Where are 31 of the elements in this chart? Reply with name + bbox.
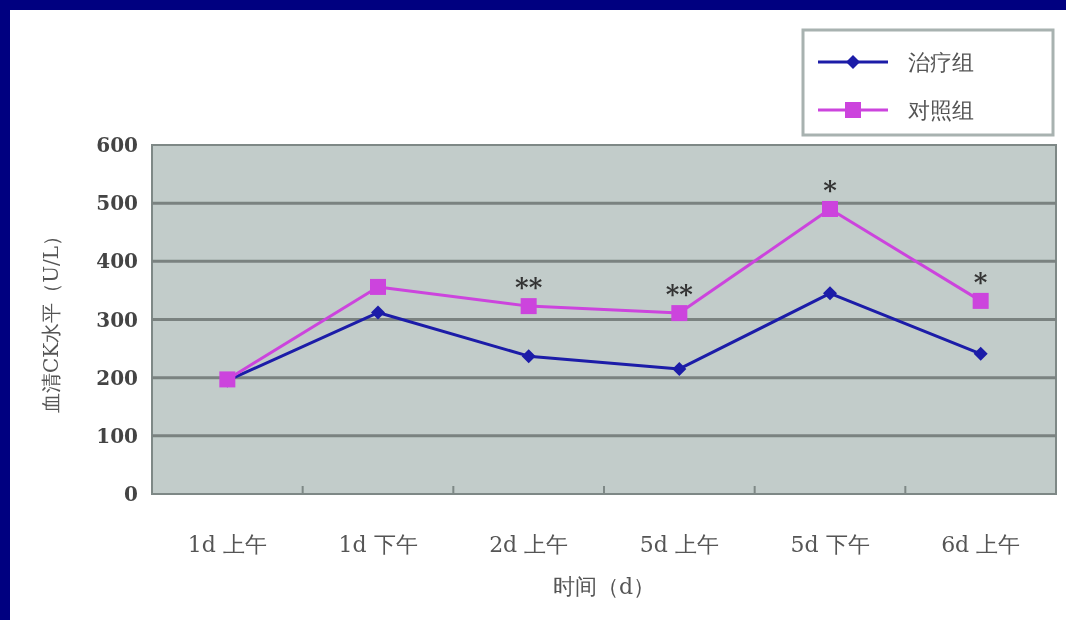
point [972, 292, 989, 309]
y-axis-title: 血清CK水平（U/L） [39, 225, 63, 414]
x-tick-label: 5d 上午 [639, 532, 719, 557]
point [671, 305, 688, 322]
point [973, 346, 988, 361]
point [371, 305, 385, 320]
x-tick-label: 1d 上午 [187, 532, 267, 557]
x-axis-title: 时间（d） [552, 574, 656, 599]
y-tick-label: 400 [96, 249, 138, 274]
annotation: ** [665, 279, 694, 310]
legend-label: 对照组 [908, 98, 974, 123]
annotation: * [973, 266, 988, 297]
x-tick-label: 1d 下午 [338, 532, 418, 557]
y-tick-label: 600 [96, 133, 138, 157]
y-tick-label: 500 [96, 191, 138, 216]
legend-label: 治疗组 [908, 50, 974, 75]
y-tick-label: 0 [124, 482, 138, 506]
point [370, 278, 386, 295]
point [521, 349, 536, 364]
annotation: * [823, 174, 838, 205]
point [822, 200, 838, 217]
x-tick-label: 5d 下午 [790, 532, 870, 557]
x-tick-label: 2d 上午 [489, 532, 569, 557]
point [823, 286, 837, 301]
y-tick-label: 200 [96, 365, 138, 390]
y-tick-label: 100 [96, 423, 138, 448]
annotation: ** [515, 272, 543, 303]
point [520, 298, 537, 315]
y-tick-label: 300 [96, 307, 138, 332]
x-tick-label: 6d 上午 [941, 532, 1021, 557]
point [672, 361, 687, 376]
